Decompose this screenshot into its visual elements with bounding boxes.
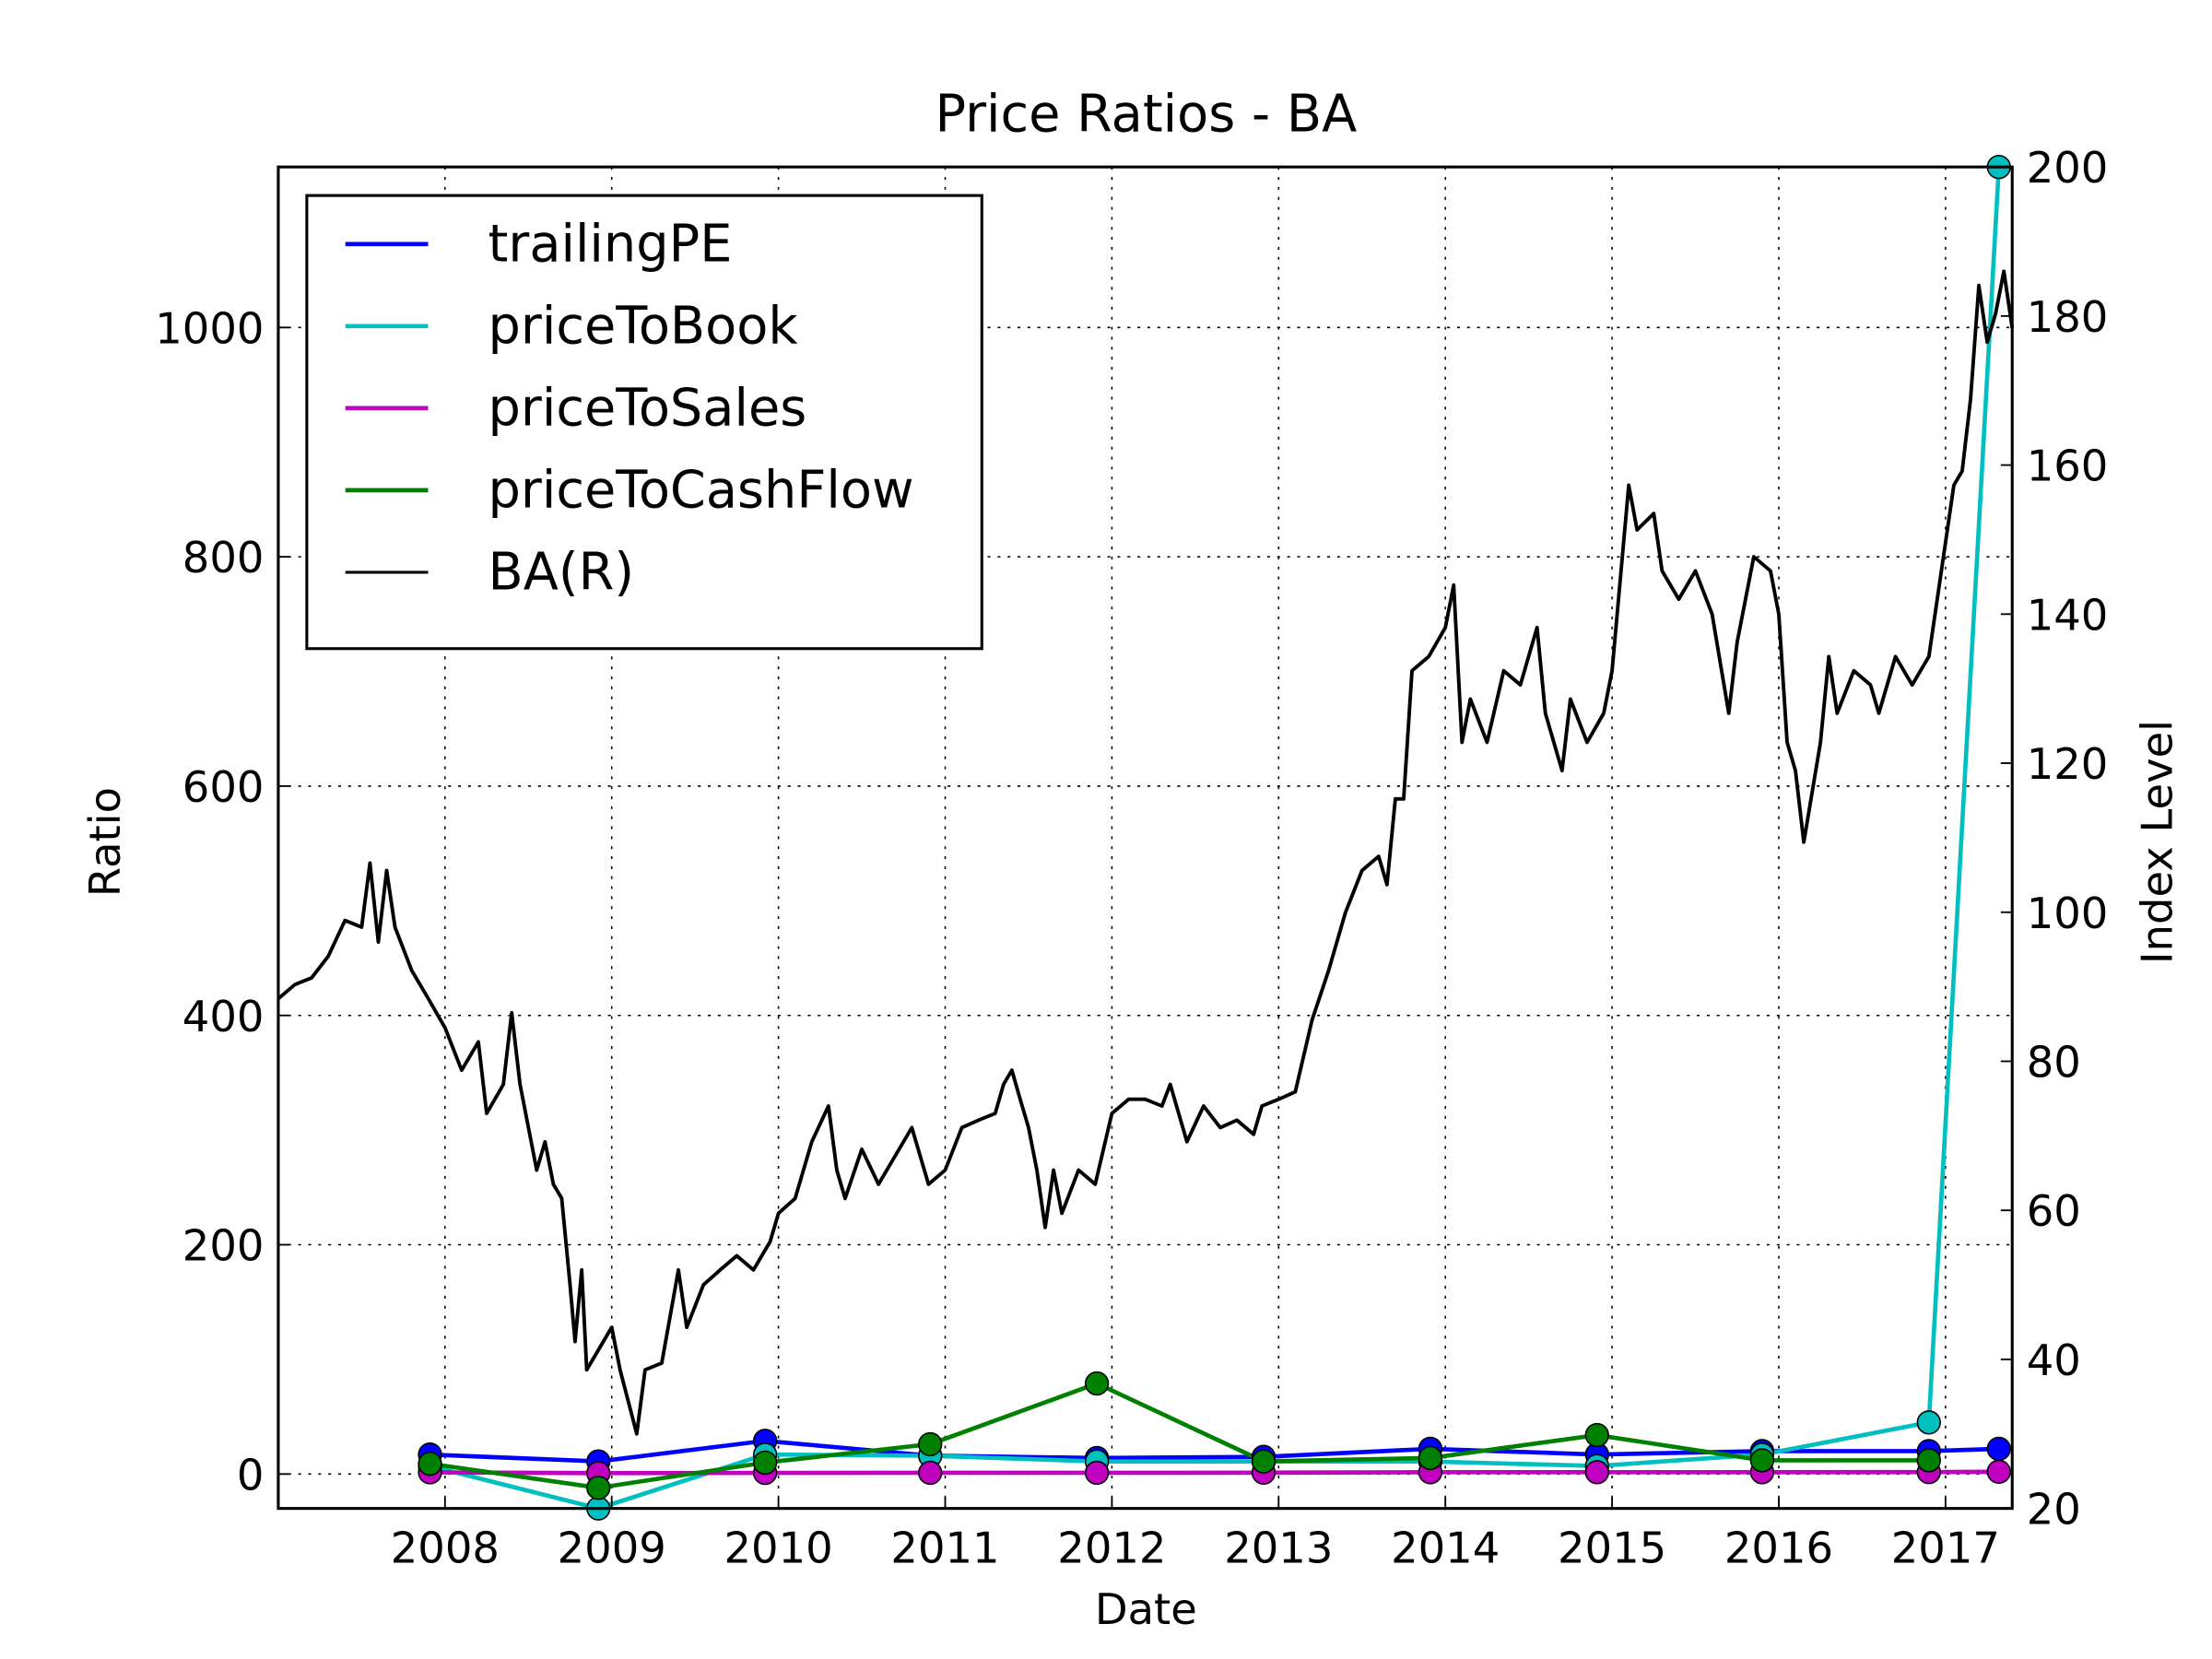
- axes-frame: [276, 165, 2014, 1511]
- x-tick-label: 2017: [1891, 1523, 2000, 1572]
- x-tick-label: 2013: [1224, 1523, 1333, 1572]
- y2-tick-label: 200: [2027, 143, 2109, 193]
- y2-tick-label: 180: [2027, 292, 2109, 342]
- x-tick-label: 2014: [1391, 1523, 1500, 1572]
- marker: [1251, 1449, 1277, 1474]
- marker: [586, 1476, 611, 1500]
- marker: [1916, 1410, 1941, 1435]
- legend-label: trailingPE: [488, 214, 733, 274]
- marker: [418, 1451, 442, 1477]
- y2-tick-label: 20: [2027, 1485, 2081, 1535]
- marker: [1986, 1459, 2011, 1484]
- y2-tick-label: 140: [2027, 590, 2109, 640]
- marker: [1418, 1445, 1443, 1471]
- x-axis-label: Date: [1095, 1584, 1197, 1634]
- marker: [918, 1460, 943, 1486]
- x-tick-label: 2011: [890, 1523, 999, 1572]
- x-tick-label: 2012: [1057, 1523, 1166, 1572]
- axes: 2008 2009 2010 2011 2012 2013 2014 2015 2016 2017…: [155, 143, 2108, 1572]
- chart-title: Price Ratios - BA: [935, 84, 1357, 144]
- legend: trailingPE priceToBook priceToSales priceTo…: [305, 194, 983, 651]
- y2-tick-label: 120: [2027, 739, 2109, 789]
- y2-tick-label: 40: [2027, 1335, 2081, 1385]
- x-tick-label: 2015: [1558, 1523, 1666, 1572]
- y-tick-label: 200: [182, 1221, 265, 1271]
- y-tick-label: 0: [237, 1450, 265, 1500]
- legend-label: priceToSales: [488, 378, 807, 438]
- y-tick-label: 1000: [155, 303, 264, 353]
- legend-label: priceToBook: [488, 296, 799, 356]
- marker: [918, 1431, 943, 1457]
- marker: [1749, 1448, 1775, 1473]
- marker: [752, 1450, 778, 1476]
- marker: [1916, 1448, 1941, 1473]
- y2-tick-label: 100: [2027, 888, 2109, 938]
- marker: [1084, 1371, 1110, 1396]
- x-tick-label: 2008: [391, 1523, 500, 1572]
- series-line: [276, 269, 2015, 1436]
- x-tick-label: 2016: [1724, 1523, 1833, 1572]
- marker: [1584, 1460, 1609, 1485]
- y-tick-label: 600: [182, 762, 265, 812]
- y2-tick-label: 160: [2027, 441, 2109, 491]
- marker: [1584, 1422, 1609, 1448]
- y-tick-label: 400: [182, 992, 265, 1041]
- legend-label: BA(R): [488, 542, 635, 602]
- y2-tick-label: 80: [2027, 1038, 2081, 1088]
- y-tick-label: 800: [182, 533, 265, 582]
- grid: [277, 167, 2013, 1509]
- y2-axis-label: Index Level: [2133, 720, 2183, 964]
- marker: [1084, 1460, 1110, 1486]
- series-line: [429, 1381, 1929, 1490]
- x-tick-label: 2009: [558, 1523, 666, 1572]
- legend-label: priceToCashFlow: [488, 460, 914, 520]
- y2-tick-label: 60: [2027, 1186, 2081, 1236]
- x-tick-label: 2010: [724, 1523, 833, 1572]
- y-axis-label: Ratio: [80, 787, 130, 897]
- marker: [1986, 1436, 2011, 1462]
